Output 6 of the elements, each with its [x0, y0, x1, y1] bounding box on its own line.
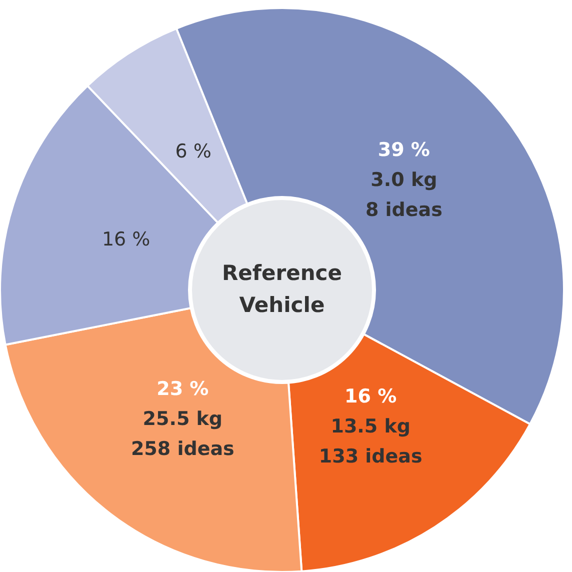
- data-label: 16 %: [102, 228, 150, 251]
- data-label: 6 %: [175, 140, 212, 163]
- data-label: 16 % 13.5 kg 133 ideas: [318, 386, 422, 468]
- data-label: 23 % 25.5 kg 258 ideas: [130, 378, 234, 460]
- text: Reference Vehicle: [222, 260, 342, 317]
- data-label: 39 % 3.0 kg 8 ideas: [365, 139, 442, 222]
